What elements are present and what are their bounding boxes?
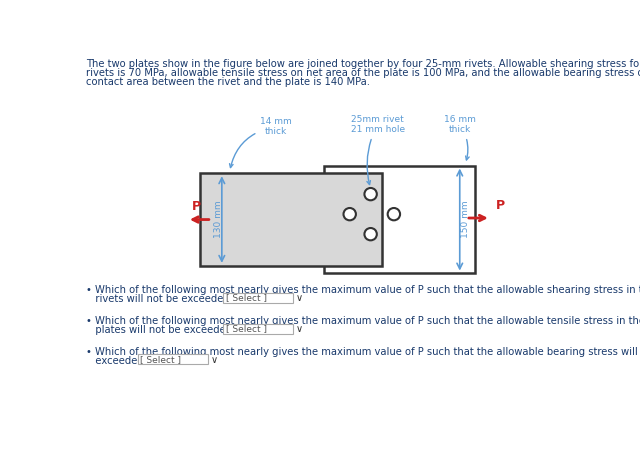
Text: rivets will not be exceeded?: rivets will not be exceeded? <box>86 294 236 304</box>
Text: 150 mm: 150 mm <box>461 201 470 239</box>
Text: 25mm rivet
21 mm hole: 25mm rivet 21 mm hole <box>351 115 404 184</box>
Text: 16 mm
thick: 16 mm thick <box>444 115 476 160</box>
Text: rivets is 70 MPa, allowable tensile stress on net area of the plate is 100 MPa, : rivets is 70 MPa, allowable tensile stre… <box>86 68 640 78</box>
Text: exceeded?: exceeded? <box>86 356 149 366</box>
Bar <box>223 292 293 303</box>
Text: [ Select ]: [ Select ] <box>140 355 182 364</box>
Text: • Which of the following most nearly gives the maximum value of P such that the : • Which of the following most nearly giv… <box>86 316 640 326</box>
Bar <box>200 173 382 266</box>
Circle shape <box>364 228 377 240</box>
Text: [ Select ]: [ Select ] <box>226 324 267 333</box>
Circle shape <box>388 208 400 220</box>
Text: P: P <box>192 200 201 213</box>
Text: • Which of the following most nearly gives the maximum value of P such that the : • Which of the following most nearly giv… <box>86 285 640 295</box>
Text: ∨: ∨ <box>211 355 218 365</box>
Circle shape <box>344 208 356 220</box>
Text: contact area between the rivet and the plate is 140 MPa.: contact area between the rivet and the p… <box>86 77 370 87</box>
Circle shape <box>364 188 377 200</box>
Text: 130 mm: 130 mm <box>214 201 223 239</box>
Text: The two plates show in the figure below are joined together by four 25-mm rivets: The two plates show in the figure below … <box>86 58 640 68</box>
Bar <box>223 324 293 333</box>
Text: P: P <box>495 199 504 212</box>
Text: 14 mm
thick: 14 mm thick <box>230 117 292 167</box>
Text: [ Select ]: [ Select ] <box>226 293 267 302</box>
Text: ∨: ∨ <box>296 293 303 303</box>
Bar <box>138 354 208 365</box>
Bar <box>324 166 476 274</box>
Text: ∨: ∨ <box>296 324 303 334</box>
Text: • Which of the following most nearly gives the maximum value of P such that the : • Which of the following most nearly giv… <box>86 346 640 356</box>
Text: plates will not be exceeded?: plates will not be exceeded? <box>86 325 237 335</box>
